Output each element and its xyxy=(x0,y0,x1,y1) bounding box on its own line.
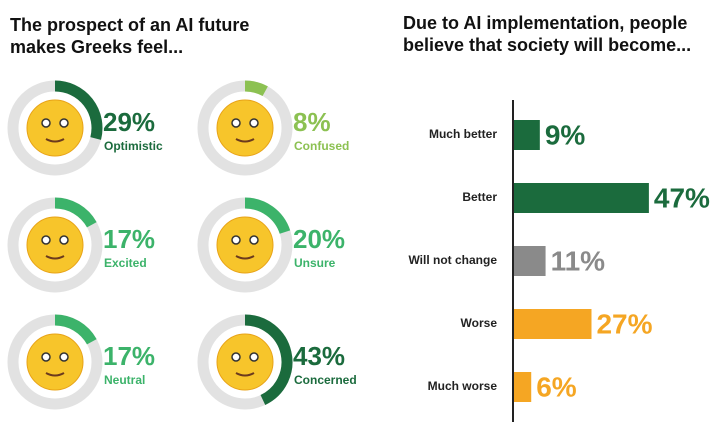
category-label: Excited xyxy=(104,256,147,270)
category-label: Neutral xyxy=(104,373,145,387)
ring-arc xyxy=(244,197,291,234)
emoji-face xyxy=(216,333,274,391)
ring-arc xyxy=(244,80,268,97)
ring-arc xyxy=(54,197,97,228)
emoji-face xyxy=(26,333,84,391)
ring-arc xyxy=(244,314,293,405)
bar xyxy=(514,309,592,339)
bar xyxy=(514,246,546,276)
emoji-eye xyxy=(59,235,69,245)
bar xyxy=(514,183,649,213)
emoji-eye xyxy=(249,352,259,362)
emoji-eye xyxy=(41,235,51,245)
value-label: 27% xyxy=(596,308,652,339)
emoji-eye xyxy=(231,235,241,245)
emoji-mouth xyxy=(45,138,65,143)
category-label: Much worse xyxy=(428,379,498,393)
emoji-mouth xyxy=(235,372,255,377)
value-label: 6% xyxy=(536,371,577,402)
chart-title: Due to AI implementation, people believe… xyxy=(403,13,692,55)
category-label: Confused xyxy=(294,139,349,153)
emoji-face xyxy=(216,216,274,274)
emoji-mouth xyxy=(235,255,255,260)
bar xyxy=(514,372,532,402)
value-label: 11% xyxy=(551,245,606,276)
emoji-face xyxy=(26,99,84,157)
value-label: 43% xyxy=(293,341,345,371)
emoji-face xyxy=(216,99,274,157)
emoji-mouth xyxy=(235,138,255,143)
emoji-eye xyxy=(59,118,69,128)
bar xyxy=(514,120,540,150)
emoji-eye xyxy=(249,118,259,128)
category-label: Unsure xyxy=(294,256,336,270)
emoji-eye xyxy=(59,352,69,362)
value-label: 8% xyxy=(293,107,331,137)
category-label: Optimistic xyxy=(104,139,163,153)
category-label: Will not change xyxy=(408,253,497,267)
chart-title: The prospect of an AI future makes Greek… xyxy=(10,15,250,57)
emoji-eye xyxy=(231,118,241,128)
emoji-mouth xyxy=(45,255,65,260)
value-label: 17% xyxy=(103,224,155,254)
category-label: Concerned xyxy=(294,373,357,387)
emoji-mouth xyxy=(45,372,65,377)
category-label: Worse xyxy=(461,316,498,330)
emoji-eye xyxy=(41,118,51,128)
value-label: 20% xyxy=(293,224,345,254)
value-label: 29% xyxy=(103,107,155,137)
ring-arc xyxy=(54,80,103,140)
value-label: 9% xyxy=(545,119,586,150)
value-label: 17% xyxy=(103,341,155,371)
emoji-eye xyxy=(41,352,51,362)
category-label: Better xyxy=(462,190,497,204)
value-label: 47% xyxy=(654,182,710,213)
category-label: Much better xyxy=(429,127,497,141)
emoji-eye xyxy=(249,235,259,245)
ring-arc xyxy=(54,314,97,345)
emoji-face xyxy=(26,216,84,274)
emoji-eye xyxy=(231,352,241,362)
